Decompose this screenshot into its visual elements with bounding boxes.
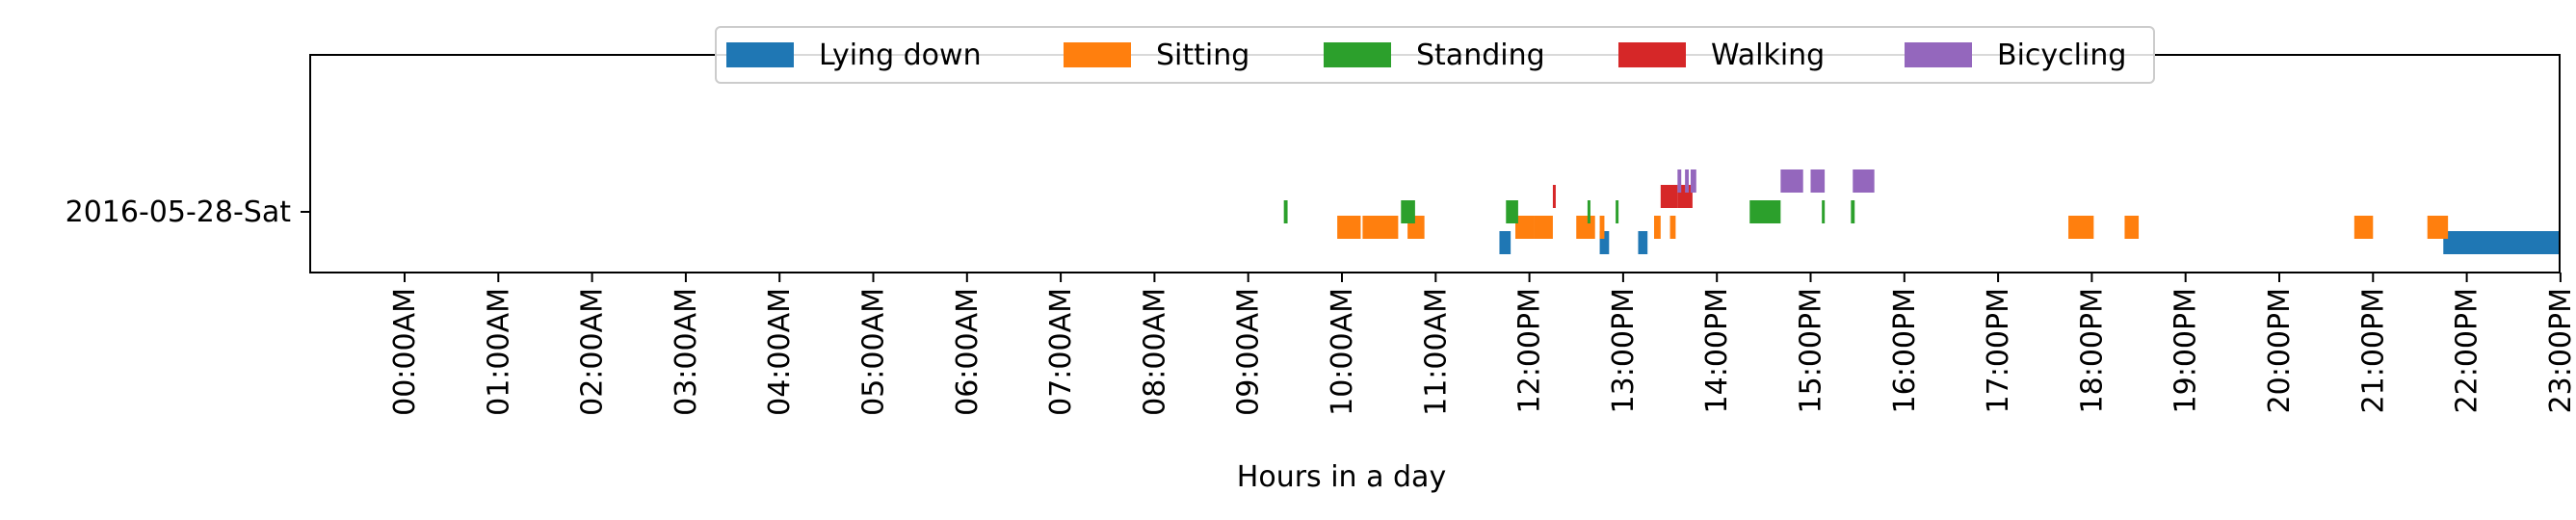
x-tick-label: 10:00AM bbox=[1326, 288, 1359, 416]
x-tick-label: 21:00PM bbox=[2356, 288, 2390, 413]
segment-standing bbox=[1401, 200, 1415, 223]
x-tick-label: 16:00PM bbox=[1888, 288, 1922, 413]
legend: Lying down Sitting Standing Walking Bicyclin… bbox=[715, 26, 2155, 84]
segment-sitting bbox=[1362, 216, 1399, 239]
x-tick-label: 07:00AM bbox=[1044, 288, 1078, 416]
segment-walking bbox=[1552, 185, 1556, 208]
segment-sitting bbox=[2068, 216, 2094, 239]
legend-swatch-bicycling bbox=[1905, 42, 1972, 67]
segment-sitting bbox=[1654, 216, 1661, 239]
segment-bicycling bbox=[1690, 169, 1696, 193]
segment-standing bbox=[1283, 200, 1288, 223]
segment-standing bbox=[1749, 200, 1781, 223]
segment-lying-down bbox=[2443, 231, 2561, 254]
y-tick-label: 2016-05-28-Sat bbox=[66, 195, 292, 229]
x-tick-label: 01:00AM bbox=[482, 288, 515, 416]
y-axis: 2016-05-28-Sat bbox=[66, 195, 310, 229]
activity-segments bbox=[1283, 169, 2561, 254]
x-tick-label: 18:00PM bbox=[2075, 288, 2109, 413]
x-tick-label: 15:00PM bbox=[1795, 288, 1828, 413]
segment-sitting bbox=[2353, 216, 2374, 239]
segment-bicycling bbox=[1677, 169, 1682, 193]
legend-swatch-sitting bbox=[1064, 42, 1131, 67]
x-tick-label: 22:00PM bbox=[2451, 288, 2484, 413]
segment-sitting bbox=[1515, 216, 1535, 239]
segment-sitting bbox=[1599, 216, 1605, 239]
legend-swatch-walking bbox=[1618, 42, 1686, 67]
x-tick-label: 02:00AM bbox=[576, 288, 610, 416]
legend-box bbox=[715, 26, 2155, 84]
segment-sitting bbox=[1534, 216, 1553, 239]
legend-swatch-standing bbox=[1324, 42, 1391, 67]
segment-standing bbox=[1506, 200, 1518, 223]
legend-label-bicycling: Bicycling bbox=[1997, 39, 2126, 72]
x-tick-label: 14:00PM bbox=[1700, 288, 1734, 413]
x-tick-label: 13:00PM bbox=[1607, 288, 1641, 413]
segment-sitting bbox=[1669, 216, 1676, 239]
segment-sitting bbox=[1576, 216, 1595, 239]
legend-label-walking: Walking bbox=[1711, 39, 1825, 72]
x-tick-label: 11:00AM bbox=[1419, 288, 1453, 416]
segment-standing bbox=[1587, 200, 1590, 223]
segment-sitting bbox=[2427, 216, 2449, 239]
x-axis-label: Hours in a day bbox=[1237, 460, 1446, 494]
segment-lying-down bbox=[1599, 231, 1610, 254]
x-tick-label: 05:00AM bbox=[857, 288, 891, 416]
segment-walking bbox=[1660, 185, 1678, 208]
x-tick-label: 09:00AM bbox=[1232, 288, 1266, 416]
segment-bicycling bbox=[1810, 169, 1826, 193]
x-tick-label: 20:00PM bbox=[2263, 288, 2297, 413]
legend-label-lying-down: Lying down bbox=[819, 39, 982, 72]
legend-swatch-lying-down bbox=[726, 42, 794, 67]
x-tick-label: 04:00AM bbox=[763, 288, 797, 416]
segment-sitting bbox=[2124, 216, 2140, 239]
x-tick-label: 08:00AM bbox=[1138, 288, 1171, 416]
x-tick-label: 12:00PM bbox=[1513, 288, 1547, 413]
x-tick-label: 19:00PM bbox=[2169, 288, 2203, 413]
segment-standing bbox=[1822, 200, 1826, 223]
legend-label-standing: Standing bbox=[1416, 39, 1545, 72]
segment-bicycling bbox=[1780, 169, 1803, 193]
segment-standing bbox=[1616, 200, 1619, 223]
x-axis: 00:00AM 01:00AM 02:00AM 03:00AM 04:00AM 05:00… bbox=[388, 273, 2576, 416]
segment-bicycling bbox=[1685, 169, 1690, 193]
legend-label-sitting: Sitting bbox=[1156, 39, 1249, 72]
x-tick-label: 03:00AM bbox=[670, 288, 703, 416]
x-tick-label: 23:00PM bbox=[2544, 288, 2576, 413]
segment-bicycling bbox=[1853, 169, 1875, 193]
segment-lying-down bbox=[1638, 231, 1648, 254]
x-tick-label: 00:00AM bbox=[388, 288, 422, 416]
segment-standing bbox=[1851, 200, 1855, 223]
segment-sitting bbox=[1337, 216, 1361, 239]
x-tick-label: 06:00AM bbox=[951, 288, 985, 416]
x-tick-label: 17:00PM bbox=[1982, 288, 2015, 413]
segment-lying-down bbox=[1499, 231, 1511, 254]
